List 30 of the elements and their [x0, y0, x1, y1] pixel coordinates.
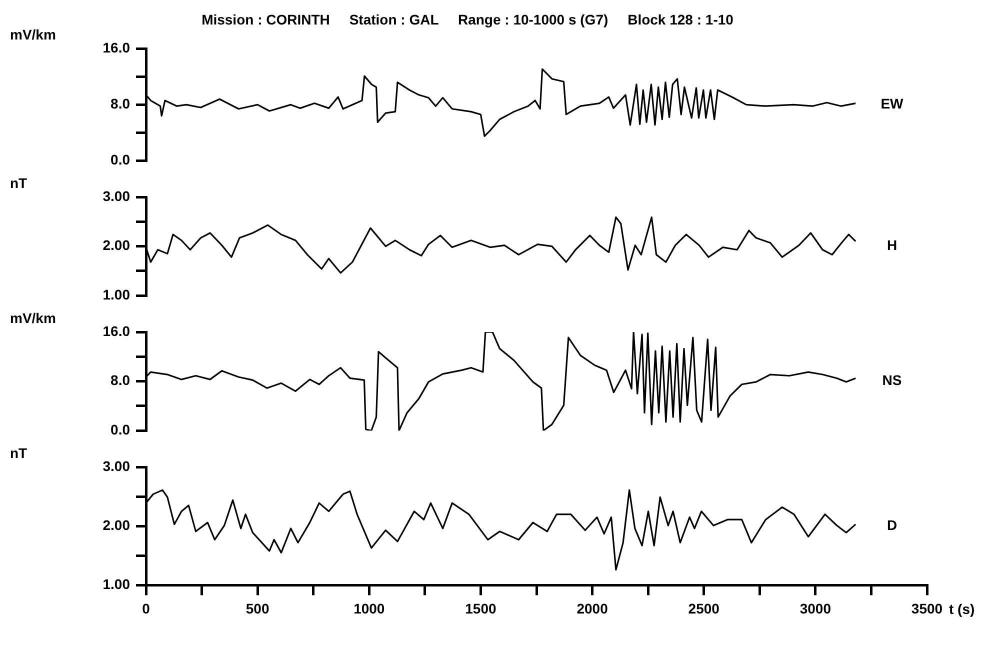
series-label: NS — [882, 372, 902, 388]
y-tick-label: 2.00 — [102, 237, 130, 254]
y-tick-label: 8.0 — [110, 372, 130, 388]
y-tick-label: 3.00 — [102, 458, 130, 474]
x-tick-label: 500 — [246, 600, 270, 616]
x-tick-label: 3500 — [911, 600, 943, 616]
y-tick-label: 0.0 — [110, 421, 130, 438]
text: D — [886, 516, 898, 533]
y-tick-label: 0.0 — [110, 151, 130, 168]
y-tick-label: 1.00 — [102, 286, 130, 302]
y-axis-title: nT — [10, 444, 28, 461]
y-axis-title: mV/km — [10, 26, 56, 43]
series-label: EW — [880, 96, 904, 112]
y-tick-label: 8.0 — [110, 96, 130, 112]
chart-title: Mission : CORINTH Station : GAL Range : 10-1000 s (G7) Block 128 : 1-10 — [202, 11, 734, 28]
y-tick-label: 1.00 — [102, 576, 130, 592]
y-axis-title: mV/km — [10, 310, 56, 326]
y-tick-label: 3.00 — [102, 188, 130, 204]
x-tick-label: 0 — [142, 600, 150, 616]
x-tick-label: 2500 — [688, 600, 720, 616]
x-tick-label: 1000 — [354, 600, 385, 616]
y-tick-label: 2.00 — [102, 516, 130, 533]
y-tick-label: 16.0 — [102, 40, 130, 56]
y-axis-title: nT — [10, 174, 28, 191]
x-axis-title: t (s) — [949, 601, 975, 618]
y-tick-label: 16.0 — [102, 322, 130, 339]
x-tick-label: 2000 — [576, 600, 608, 616]
x-tick-label: 1500 — [465, 600, 496, 616]
x-tick-label: 3000 — [800, 600, 832, 616]
text: H — [886, 237, 898, 254]
